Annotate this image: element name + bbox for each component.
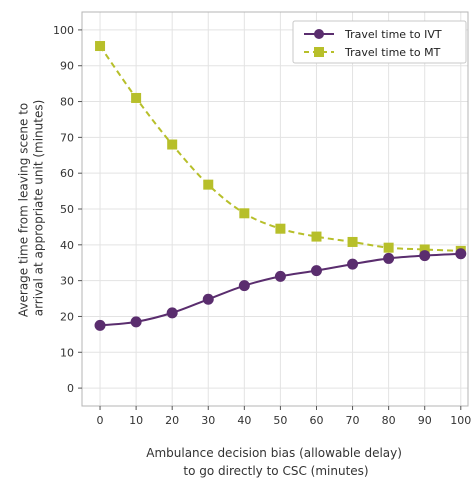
series-ivt-point [238, 280, 250, 292]
series-ivt-point [94, 319, 106, 331]
series-mt-point [95, 41, 106, 52]
y-tick-label: 0 [67, 382, 74, 395]
x-tick-label: 90 [418, 414, 432, 427]
y-tick-label: 50 [60, 203, 74, 216]
y-axis-title-line-2: arrival at appropriate unit (minutes) [32, 100, 46, 317]
series-mt-point [419, 244, 430, 255]
grid-layer [82, 12, 468, 406]
y-tick-label: 60 [60, 167, 74, 180]
y-axis-title-line-1: Average time from leaving scene to [17, 103, 31, 317]
tick-layer: 0 10 20 30 40 50 60 70 80 90 100 0 10 20 30 40 50 60 70 80 9… [53, 24, 471, 427]
x-tick-label: 10 [129, 414, 143, 427]
x-tick-label: 30 [201, 414, 215, 427]
series-ivt-point [310, 265, 322, 277]
series-ivt-point [274, 270, 286, 282]
x-tick-label: 40 [237, 414, 251, 427]
y-axis-title: Average time from leaving scene to arriv… [17, 99, 46, 317]
series-ivt-point [166, 307, 178, 319]
series-mt-point [311, 231, 322, 242]
series-ivt-point [383, 252, 395, 264]
x-tick-label: 20 [165, 414, 179, 427]
legend-box [292, 20, 467, 64]
x-tick-label: 0 [97, 414, 104, 427]
x-axis-title-line-2: to go directly to CSC (minutes) [183, 464, 368, 478]
series-ivt-point [419, 250, 431, 262]
legend-mt-label: Travel time to MT [344, 46, 441, 59]
x-tick-label: 60 [309, 414, 323, 427]
series-mt-point [275, 223, 286, 234]
series-ivt-point [347, 258, 359, 270]
series-ivt-point [130, 316, 142, 328]
series-mt-point [239, 208, 250, 219]
series-layer [94, 41, 467, 331]
x-tick-label: 100 [450, 414, 471, 427]
y-tick-label: 30 [60, 275, 74, 288]
y-tick-label: 80 [60, 96, 74, 109]
legend-ivt-label: Travel time to IVT [344, 28, 442, 41]
y-tick-label: 90 [60, 60, 74, 73]
series-mt-point [347, 236, 358, 247]
series-ivt-point [202, 293, 214, 305]
series-mt-point [383, 242, 394, 253]
x-axis-title-line-1: Ambulance decision bias (allowable delay… [146, 446, 402, 460]
legend: Travel time to IVT Travel time to MT [292, 20, 467, 64]
y-tick-label: 40 [60, 239, 74, 252]
y-tick-label: 70 [60, 131, 74, 144]
y-tick-label: 10 [60, 346, 74, 359]
series-mt-point [203, 179, 214, 190]
series-ivt-point [455, 248, 467, 260]
y-tick-label: 20 [60, 310, 74, 323]
series-mt-point [131, 92, 142, 103]
x-tick-label: 80 [382, 414, 396, 427]
series-mt-point [167, 139, 178, 150]
legend-ivt-marker [314, 29, 324, 39]
y-tick-label: 100 [53, 24, 74, 37]
x-axis-title: Ambulance decision bias (allowable delay… [146, 446, 406, 478]
legend-mt-marker [314, 47, 324, 57]
x-tick-label: 70 [346, 414, 360, 427]
x-tick-label: 50 [273, 414, 287, 427]
